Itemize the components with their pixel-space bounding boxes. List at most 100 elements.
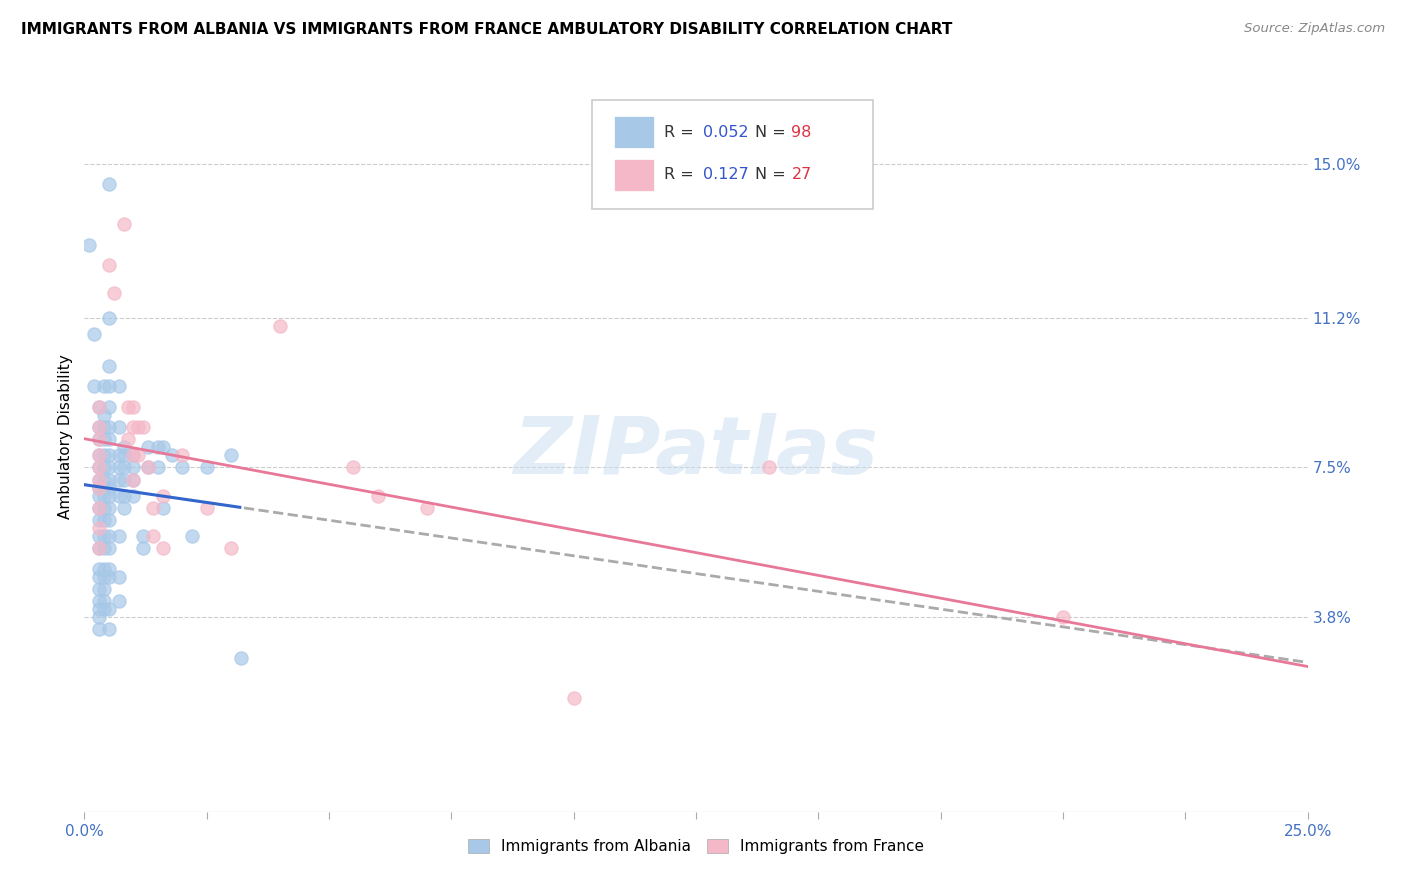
Point [142,529,165,543]
Point [112,489,135,503]
Point [83,379,105,393]
Point [146,460,169,475]
Text: N =: N = [755,168,790,182]
Point [152,440,174,454]
Point [122,473,145,487]
Point [93,529,115,543]
Point [93,582,115,596]
Point [87,582,110,596]
Point [97,460,120,475]
Point [87,448,110,462]
Point [97,379,120,393]
Point [93,513,115,527]
Point [87,513,110,527]
Point [122,489,145,503]
Point [107,473,129,487]
Point [93,562,115,576]
Point [97,529,120,543]
Point [127,448,149,462]
Point [87,481,110,495]
Point [219,541,242,556]
Point [93,481,115,495]
Point [87,448,110,462]
Point [342,460,364,475]
Point [87,481,110,495]
Point [83,326,105,341]
Point [97,562,120,576]
Text: R =: R = [664,168,699,182]
Point [97,177,120,191]
Point [122,420,145,434]
Point [93,473,115,487]
Point [87,460,110,475]
Point [97,258,120,272]
Point [132,420,155,434]
Point [87,521,110,535]
Point [97,489,120,503]
Point [152,541,174,556]
Point [117,432,139,446]
Point [127,420,149,434]
Point [112,473,135,487]
Point [132,541,155,556]
Y-axis label: Ambulatory Disability: Ambulatory Disability [58,355,73,519]
Text: R =: R = [664,125,699,140]
Point [97,541,120,556]
Point [219,448,242,462]
Point [87,460,110,475]
Text: 0.127: 0.127 [703,168,749,182]
Point [97,400,120,414]
Point [112,218,135,232]
Point [122,448,145,462]
Point [132,529,155,543]
Point [562,691,585,706]
Point [195,460,218,475]
Point [93,379,115,393]
Text: IMMIGRANTS FROM ALBANIA VS IMMIGRANTS FROM FRANCE AMBULATORY DISABILITY CORRELAT: IMMIGRANTS FROM ALBANIA VS IMMIGRANTS FR… [21,22,952,37]
Point [152,500,174,515]
Point [87,623,110,637]
Point [758,460,780,475]
Point [87,473,110,487]
Point [229,650,252,665]
Point [172,448,194,462]
Point [107,489,129,503]
Point [122,448,145,462]
Point [87,570,110,584]
Text: Source: ZipAtlas.com: Source: ZipAtlas.com [1244,22,1385,36]
Point [87,529,110,543]
Point [87,602,110,616]
FancyBboxPatch shape [614,159,654,191]
Point [97,420,120,434]
Point [122,400,145,414]
Point [136,460,159,475]
Point [97,570,120,584]
Point [107,448,129,462]
Point [97,602,120,616]
Point [93,489,115,503]
Point [87,432,110,446]
Point [87,562,110,576]
Point [93,570,115,584]
Point [93,541,115,556]
Point [87,500,110,515]
Point [107,379,129,393]
FancyBboxPatch shape [592,100,873,209]
Point [107,460,129,475]
Point [87,594,110,608]
Point [97,432,120,446]
Point [87,500,110,515]
Point [87,432,110,446]
Point [87,400,110,414]
Point [146,440,169,454]
Point [107,594,129,608]
Text: 0.052: 0.052 [703,125,749,140]
Point [87,489,110,503]
Point [416,500,439,515]
Text: 27: 27 [792,168,811,182]
Point [136,460,159,475]
Point [77,237,100,252]
Point [97,623,120,637]
Point [93,432,115,446]
Point [87,541,110,556]
